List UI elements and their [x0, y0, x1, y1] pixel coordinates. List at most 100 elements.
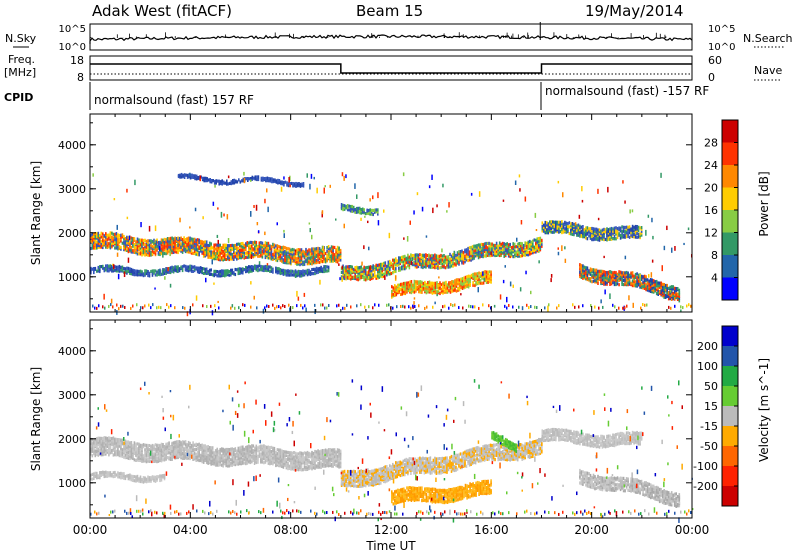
power-cell — [102, 232, 104, 236]
power-cell — [265, 179, 267, 183]
power-cell — [109, 235, 112, 239]
power-cell — [296, 252, 298, 256]
power-cell — [634, 227, 637, 231]
power-cell — [413, 286, 416, 290]
power-cell — [479, 247, 481, 251]
power-cell — [655, 288, 658, 292]
power-cell — [477, 246, 480, 250]
power-cell — [404, 263, 406, 267]
power-cell — [97, 269, 100, 273]
power-cell — [521, 250, 523, 254]
power-cell — [616, 235, 619, 240]
power-cell — [209, 178, 211, 182]
velocity-cell — [99, 436, 101, 440]
velocity-cell — [187, 440, 190, 445]
power-cell — [367, 275, 370, 279]
power-cell — [210, 242, 212, 246]
power-cell — [335, 257, 337, 261]
power-cell — [189, 241, 191, 245]
power-cell — [236, 254, 238, 258]
power-cell — [373, 271, 376, 275]
power-cell — [159, 240, 161, 244]
power-cell — [538, 239, 540, 244]
velocity-cell — [129, 456, 131, 461]
power-cell — [556, 220, 559, 224]
power-cell — [94, 238, 97, 242]
velocity-cell — [153, 446, 155, 450]
power-cell — [135, 248, 137, 253]
power-cell — [461, 277, 464, 281]
velocity-cell — [114, 451, 116, 455]
power-near-range-point — [264, 306, 266, 310]
power-cell — [552, 222, 554, 226]
power-cell — [318, 256, 321, 260]
power-cell — [586, 270, 589, 274]
velocity-cell — [108, 436, 110, 440]
power-noise-point — [137, 243, 139, 246]
power-cell — [449, 260, 451, 264]
power-cell — [157, 243, 160, 247]
velocity-cell — [117, 440, 119, 444]
power-cell — [613, 276, 616, 280]
power-cell — [673, 296, 676, 300]
power-cell — [154, 269, 157, 273]
power-cell — [369, 275, 371, 279]
power-cell — [191, 175, 193, 179]
power-cell — [305, 254, 307, 258]
power-cell — [117, 240, 119, 244]
power-cell — [603, 278, 605, 282]
power-cell — [269, 177, 272, 181]
freq-tick-low: 8 — [77, 71, 84, 84]
power-noise-point — [306, 173, 308, 178]
power-cell — [600, 231, 602, 236]
power-cell — [395, 269, 397, 273]
power-cell — [159, 273, 161, 277]
power-cell — [212, 179, 214, 183]
power-cell — [284, 269, 286, 273]
power-cell — [381, 270, 384, 274]
power-cell — [195, 244, 197, 248]
power-noise-point — [663, 245, 666, 251]
velocity-cell — [171, 445, 173, 449]
power-cell — [287, 247, 289, 251]
power-cell — [370, 269, 373, 273]
power-near-range-point — [644, 303, 646, 307]
power-cell — [543, 223, 545, 227]
power-cell — [663, 290, 665, 295]
power-cell — [510, 250, 513, 254]
power-cell — [434, 281, 437, 285]
power-cell — [473, 254, 475, 259]
power-cell — [201, 240, 203, 244]
power-cell — [162, 240, 164, 244]
power-near-range-point — [184, 306, 186, 310]
power-cell — [373, 208, 376, 212]
power-cell — [267, 243, 270, 247]
power-noise-point — [514, 180, 517, 186]
power-cell — [594, 233, 596, 237]
power-cell — [111, 235, 113, 239]
velocity-cell — [168, 451, 170, 455]
power-noise-point — [227, 238, 230, 244]
power-cell — [529, 244, 531, 248]
power-cell — [351, 207, 353, 211]
power-cell — [106, 269, 109, 273]
power-cell — [93, 232, 95, 236]
power-cell — [651, 278, 653, 282]
power-cell — [419, 253, 421, 257]
power-noise-point — [212, 201, 215, 206]
power-cell — [144, 269, 146, 273]
power-cell — [290, 269, 292, 273]
power-noise-point — [154, 225, 157, 232]
power-cell — [636, 272, 638, 276]
power-cell — [234, 272, 237, 277]
power-cell — [580, 233, 583, 237]
power-cell — [109, 264, 112, 268]
power-cell — [317, 260, 319, 264]
power-cell — [204, 271, 206, 275]
power-cell — [340, 205, 343, 209]
power-cell — [443, 281, 446, 285]
power-cell — [153, 269, 155, 273]
power-cell — [124, 269, 127, 273]
velocity-cell — [99, 448, 101, 452]
velocity-cell — [208, 450, 211, 454]
